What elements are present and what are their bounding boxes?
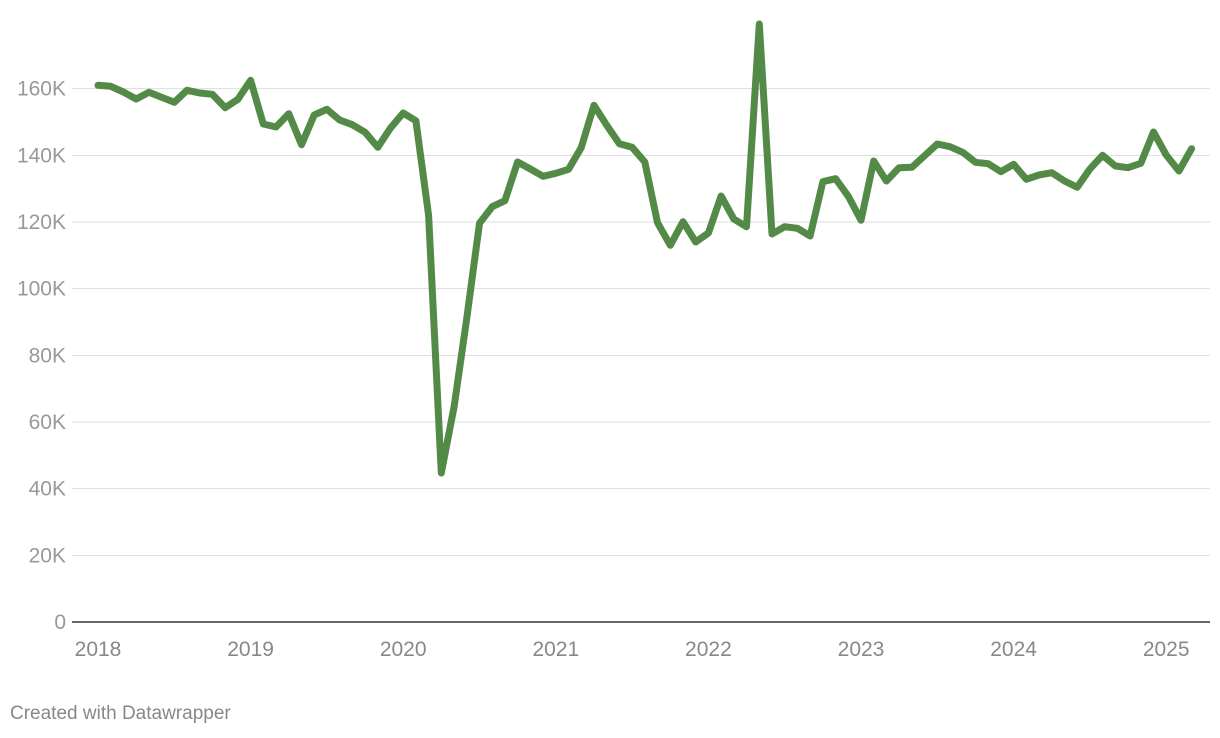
credit-text: Created with Datawrapper: [10, 703, 231, 724]
x-tick-label: 2023: [838, 638, 885, 661]
y-tick-label: 80K: [29, 344, 66, 367]
series-layer: [94, 20, 1196, 477]
y-tick-label: 60K: [29, 411, 66, 434]
x-tick-label: 2024: [990, 638, 1037, 661]
x-tick-label: 2018: [75, 638, 122, 661]
y-tick-label: 100K: [17, 278, 66, 301]
y-tick-label: 0: [54, 611, 66, 634]
x-tick-label: 2020: [380, 638, 427, 661]
x-tick-label: 2025: [1143, 638, 1190, 661]
y-tick-label: 160K: [17, 78, 66, 101]
x-tick-label: 2022: [685, 638, 732, 661]
y-tick-label: 20K: [29, 544, 66, 567]
x-axis-tick-labels: 2018 2019 2020 2021 2022 2023 2024 2025: [75, 638, 1190, 661]
y-tick-label: 140K: [17, 144, 66, 167]
series-line: [94, 20, 1196, 477]
x-tick-label: 2021: [532, 638, 579, 661]
y-axis-tick-labels: 0 20K 40K 60K 80K 100K 120K 140K 160K: [17, 78, 66, 634]
y-tick-label: 120K: [17, 211, 66, 234]
x-tick-label: 2019: [227, 638, 274, 661]
gridlines: [72, 88, 1210, 556]
y-tick-label: 40K: [29, 478, 66, 501]
